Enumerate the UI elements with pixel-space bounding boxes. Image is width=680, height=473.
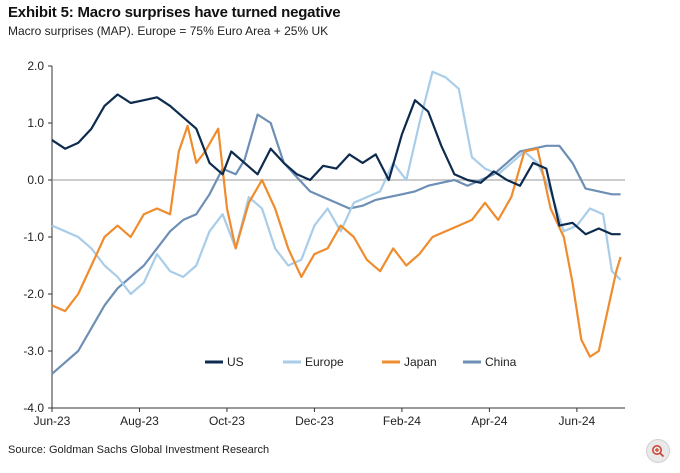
legend-label-china: China bbox=[485, 355, 517, 369]
zoom-in-icon bbox=[652, 445, 665, 458]
chart-subtitle: Macro surprises (MAP). Europe = 75% Euro… bbox=[8, 24, 329, 38]
source-note: Source: Goldman Sachs Global Investment … bbox=[8, 444, 270, 456]
x-tick-label: Jun-24 bbox=[559, 414, 596, 428]
legend-label-japan: Japan bbox=[404, 355, 437, 369]
chart-title: Exhibit 5: Macro surprises have turned n… bbox=[8, 4, 341, 21]
series-line-europe bbox=[51, 70, 622, 296]
x-tick-label: Jun-23 bbox=[34, 414, 71, 428]
x-tick-label: Oct-23 bbox=[209, 414, 245, 428]
legend-label-us: US bbox=[227, 355, 244, 369]
y-tick-label: 2.0 bbox=[27, 59, 44, 73]
x-tick-label: Feb-24 bbox=[383, 414, 421, 428]
x-tick-label: Dec-23 bbox=[295, 414, 334, 428]
series-line-china bbox=[51, 113, 621, 375]
legend-label-europe: Europe bbox=[305, 355, 344, 369]
y-tick-label: -4.0 bbox=[23, 401, 44, 415]
y-tick-label: 1.0 bbox=[27, 116, 44, 130]
y-tick-label: 0.0 bbox=[27, 173, 44, 187]
series-line-us bbox=[51, 93, 621, 236]
x-tick-label: Apr-24 bbox=[471, 414, 507, 428]
y-tick-label: -1.0 bbox=[23, 230, 44, 244]
series-line-japan bbox=[51, 124, 622, 358]
y-tick-label: -2.0 bbox=[23, 287, 44, 301]
x-tick-label: Aug-23 bbox=[120, 414, 159, 428]
zoom-button[interactable] bbox=[646, 439, 670, 463]
y-tick-label: -3.0 bbox=[23, 344, 44, 358]
